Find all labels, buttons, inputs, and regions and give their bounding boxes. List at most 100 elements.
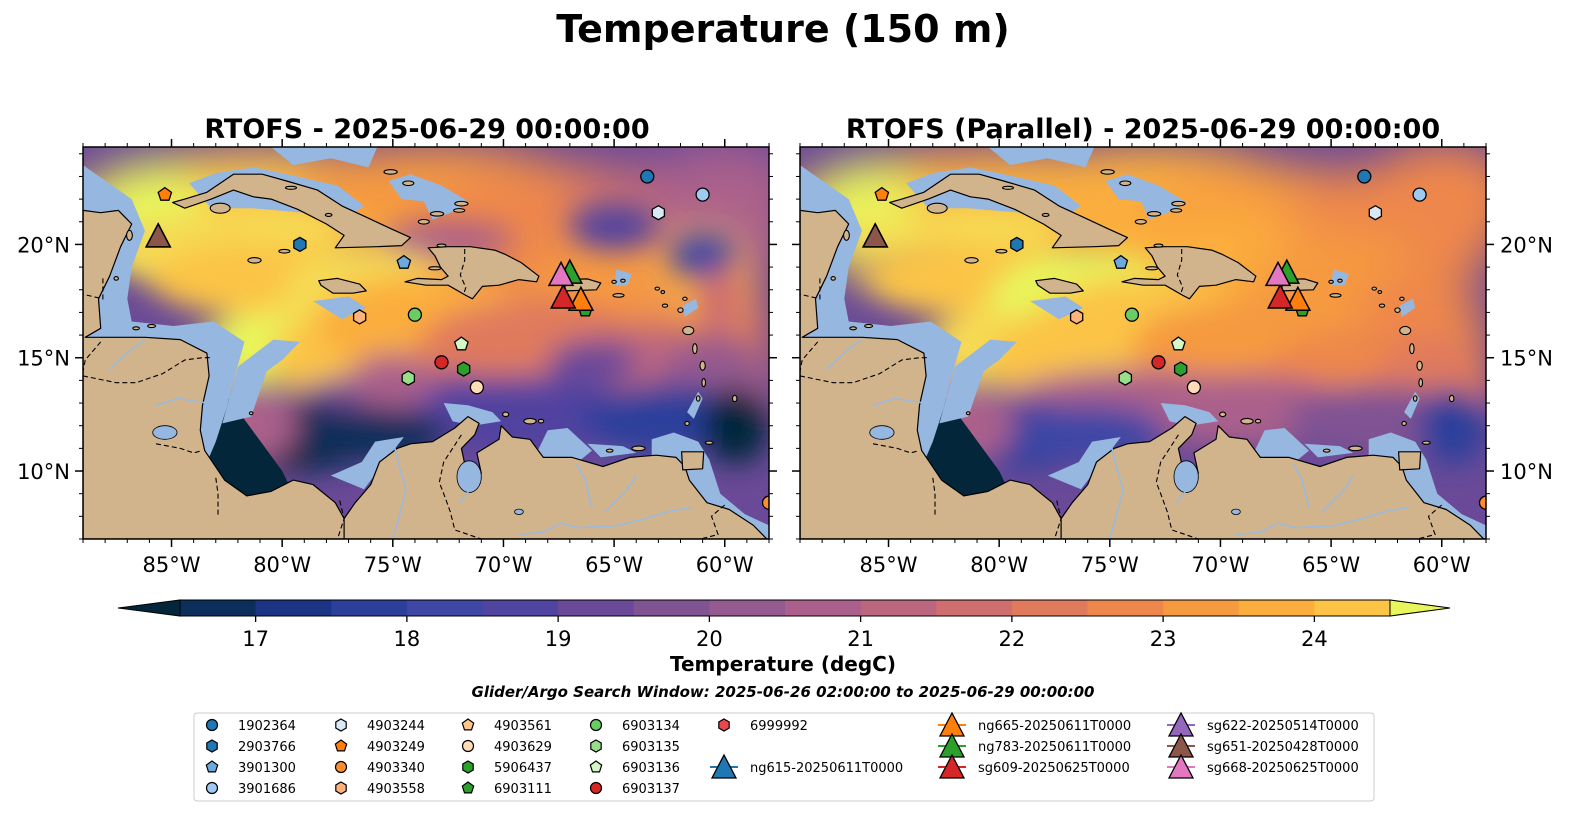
islet xyxy=(383,169,398,175)
legend-label: sg668-20250625T0000 xyxy=(1207,761,1359,776)
float-2903766-marker xyxy=(293,236,307,253)
temperature-patch xyxy=(1364,147,1486,256)
country-border xyxy=(1155,434,1199,539)
islet xyxy=(695,395,701,402)
float-4903558-marker xyxy=(352,309,367,325)
legend-pentagon-icon xyxy=(461,718,475,731)
country-border xyxy=(459,249,467,295)
islet xyxy=(428,266,442,271)
temperature-patch xyxy=(1286,384,1464,453)
legend-item-4903249: 4903249 xyxy=(334,739,425,755)
colorbar-tick-label: 17 xyxy=(242,627,269,651)
islet xyxy=(502,411,510,418)
float-6903136-marker xyxy=(1170,336,1186,351)
land-cuba xyxy=(888,173,1129,249)
shallow-shelf xyxy=(614,269,632,286)
x-tick-label: 70°W xyxy=(1192,553,1250,577)
islet xyxy=(429,211,445,217)
float-3901300-marker xyxy=(396,254,412,269)
islet xyxy=(113,276,119,281)
country-border xyxy=(700,504,726,539)
shallow-shelf xyxy=(682,298,699,317)
float-4903340-marker xyxy=(761,495,769,510)
islet xyxy=(1041,212,1050,218)
legend-item-sg622-20250514T0000: sg622-20250514T0000 xyxy=(1167,711,1359,737)
legend-item-4903629: 4903629 xyxy=(461,739,552,755)
islet xyxy=(1377,289,1383,295)
legend-pentagon-icon xyxy=(589,760,603,773)
legend-item-6903136: 6903136 xyxy=(589,760,680,776)
figure-title: Temperature (150 m) xyxy=(556,7,1009,51)
islet xyxy=(843,229,850,241)
temperature-patch xyxy=(669,233,736,279)
legend-circle-icon xyxy=(334,760,348,774)
country-border xyxy=(438,434,482,539)
legend-circle-icon xyxy=(589,718,603,732)
legend-item-2903766: 2903766 xyxy=(206,739,296,755)
y-tick-label: 15°N xyxy=(17,347,70,371)
glider-sg668-20250625T0000-marker xyxy=(547,260,575,287)
glider-sg651-20250428T0000-marker xyxy=(861,222,889,248)
legend-item-sg668-20250625T0000: sg668-20250625T0000 xyxy=(1167,753,1359,779)
float-3901686-marker xyxy=(695,187,710,202)
temperature-patch xyxy=(702,387,769,465)
legend-item-6903134: 6903134 xyxy=(589,718,680,734)
islet xyxy=(677,307,684,313)
glider-sg651-20250428T0000-marker xyxy=(144,222,172,248)
legend-hexagon-icon xyxy=(462,760,474,774)
legend-item-6903137: 6903137 xyxy=(589,781,680,797)
islet xyxy=(699,360,706,371)
islet xyxy=(1399,325,1412,336)
shallow-shelf xyxy=(443,403,502,426)
colorbar-segment xyxy=(1087,600,1164,616)
lake xyxy=(456,460,482,493)
legend-label: 4903340 xyxy=(367,761,425,776)
islet xyxy=(1421,440,1431,445)
legend-item-3901300: 3901300 xyxy=(205,760,296,776)
islet xyxy=(1371,286,1378,291)
islet xyxy=(660,289,666,295)
islet xyxy=(682,325,695,336)
islet xyxy=(682,296,688,301)
map-ticks-rtofs-parallel: 85°W 80°W 75°W 70°W 65°W 60°W 10°N 15°N 20°N xyxy=(792,139,1553,577)
islet xyxy=(278,248,291,254)
islet xyxy=(209,202,231,214)
map-frame-rtofs xyxy=(82,146,770,540)
river xyxy=(392,448,407,539)
x-tick-label: 80°W xyxy=(970,553,1028,577)
islet xyxy=(126,229,133,241)
float-6903137-marker xyxy=(434,355,449,370)
islet xyxy=(1153,243,1164,248)
islet xyxy=(1322,448,1331,453)
legend-circle-icon xyxy=(205,781,219,795)
legend-item-sg651-20250428T0000: sg651-20250428T0000 xyxy=(1167,732,1359,758)
islet xyxy=(1171,200,1186,207)
legend-circle-icon xyxy=(205,718,219,732)
glider-ng615-20250611T0000-marker xyxy=(270,6,294,29)
x-tick-label: 80°W xyxy=(253,553,311,577)
float-6999992-marker xyxy=(256,79,268,93)
river xyxy=(604,475,637,513)
colorbar-tick-label: 20 xyxy=(696,627,723,651)
legend-label: 5906437 xyxy=(494,761,552,776)
legend-pentagon-icon xyxy=(334,739,348,752)
float-3901300-marker xyxy=(1113,254,1129,269)
float-4903629-marker xyxy=(469,380,485,395)
legend-item-ng783-20250611T0000: ng783-20250611T0000 xyxy=(938,732,1131,758)
islet xyxy=(1448,394,1455,403)
lake xyxy=(1231,508,1241,515)
river xyxy=(518,506,692,536)
colorbar-segment xyxy=(1163,600,1240,616)
colorbar-tick-label: 24 xyxy=(1301,627,1328,651)
islet xyxy=(247,257,262,264)
float-4903561-marker xyxy=(1068,102,1081,115)
islet xyxy=(417,218,430,225)
lake xyxy=(1173,460,1199,493)
float-4903629-marker xyxy=(1186,380,1202,395)
islet xyxy=(661,303,669,308)
colorbar-extend-low xyxy=(117,599,181,617)
shallow-shelf xyxy=(1399,298,1416,317)
river xyxy=(155,397,208,407)
legend-label: 2903766 xyxy=(238,740,296,755)
river xyxy=(1292,463,1310,508)
